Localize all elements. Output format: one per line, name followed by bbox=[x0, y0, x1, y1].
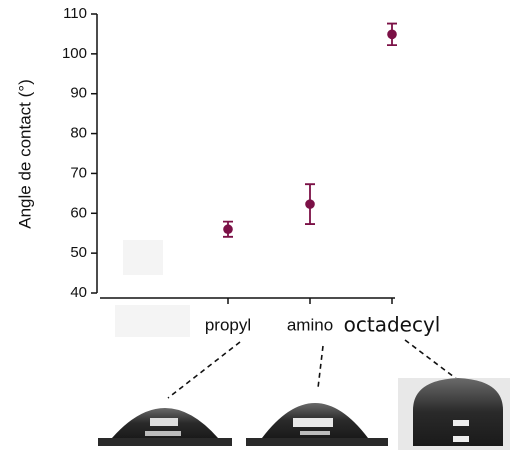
faint-block bbox=[123, 240, 163, 275]
data-point bbox=[387, 29, 397, 40]
y-tick-label: 60 bbox=[70, 204, 87, 221]
droplet-amino bbox=[246, 403, 388, 446]
x-tick-label: octadecyl bbox=[344, 313, 441, 337]
faint-block bbox=[115, 305, 190, 337]
y-tick-label: 90 bbox=[70, 85, 87, 102]
y-tick-label: 80 bbox=[70, 125, 87, 142]
data-point bbox=[223, 224, 233, 235]
x-tick-label: amino bbox=[287, 315, 333, 334]
connectors bbox=[167, 339, 459, 399]
plot-area: 40 50 60 70 80 90 100 110 propyl amino octadecyl bbox=[62, 5, 440, 337]
droplet-propyl bbox=[98, 408, 232, 446]
y-axis-label: Angle de contact (°) bbox=[15, 79, 34, 229]
x-tick-label: propyl bbox=[205, 315, 251, 334]
y-tick-label: 110 bbox=[63, 5, 87, 22]
droplet-octadecyl bbox=[398, 378, 510, 450]
y-tick-label: 100 bbox=[62, 45, 87, 62]
data-point bbox=[305, 199, 315, 209]
y-tick-label: 50 bbox=[70, 244, 87, 261]
y-tick-label: 70 bbox=[70, 164, 87, 181]
y-tick-label: 40 bbox=[70, 284, 87, 301]
